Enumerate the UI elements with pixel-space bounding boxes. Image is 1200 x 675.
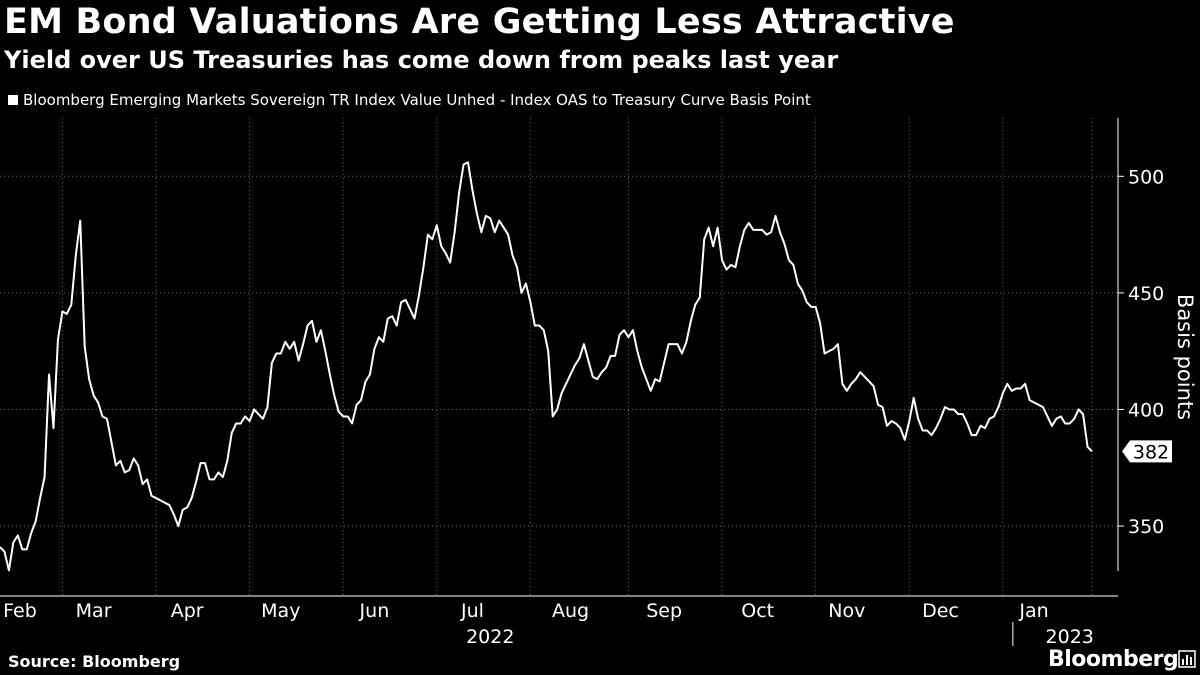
x-tick-label-0: Feb <box>3 600 37 622</box>
y-tick-label-1: 400 <box>1128 399 1164 421</box>
x-tick-label-11: Jan <box>1018 600 1048 622</box>
x-tick-label-9: Nov <box>828 600 865 622</box>
x-tick-label-8: Oct <box>741 600 774 622</box>
y-tick-label-3: 500 <box>1128 166 1164 188</box>
chart-title: EM Bond Valuations Are Getting Less Attr… <box>4 2 955 42</box>
legend: Bloomberg Emerging Markets Sovereign TR … <box>8 91 811 109</box>
source-note: Source: Bloomberg <box>8 652 181 671</box>
x-tick-label-5: Jul <box>460 600 484 622</box>
x-tick-label-6: Aug <box>552 600 589 622</box>
last-value-label: 382 <box>1133 441 1169 463</box>
y-axis-title: Basis points <box>1173 294 1197 420</box>
x-tick-label-1: Mar <box>76 600 112 622</box>
y-tick-label-0: 350 <box>1128 516 1164 538</box>
chart-subtitle: Yield over US Treasuries has come down f… <box>4 46 839 74</box>
last-value-badge <box>1122 440 1172 463</box>
bloomberg-logo: Bloomberg <box>1048 647 1179 672</box>
x-tick-label-3: May <box>261 600 300 622</box>
bloomberg-mark-icon <box>1178 650 1196 668</box>
y-tick-label-2: 450 <box>1128 283 1164 305</box>
x-tick-label-4: Jun <box>359 600 390 622</box>
series-line <box>0 161 1093 572</box>
x-tick-label-10: Dec <box>922 600 959 622</box>
legend-label: Bloomberg Emerging Markets Sovereign TR … <box>23 91 811 109</box>
year-label-0: 2022 <box>466 626 514 648</box>
year-label-1: 2023 <box>1046 626 1094 648</box>
x-tick-label-2: Apr <box>171 600 204 622</box>
x-tick-label-7: Sep <box>646 600 682 622</box>
legend-swatch <box>8 95 18 105</box>
